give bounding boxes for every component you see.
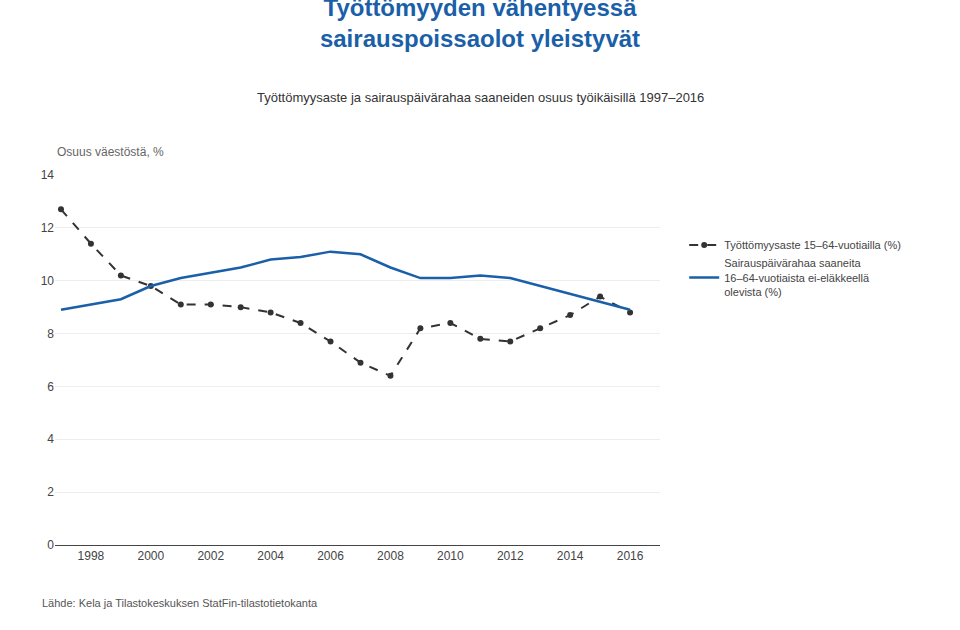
svg-text:8: 8 — [47, 327, 54, 341]
svg-text:2008: 2008 — [377, 549, 404, 563]
svg-text:2002: 2002 — [197, 549, 224, 563]
svg-text:10: 10 — [41, 274, 55, 288]
svg-text:Työttömyysaste 15–64-vuotiaill: Työttömyysaste 15–64-vuotiailla (%) — [724, 239, 901, 251]
svg-text:2016: 2016 — [617, 549, 644, 563]
svg-text:Työttömyysaste ja sairauspäivä: Työttömyysaste ja sairauspäivärahaa saan… — [257, 90, 704, 105]
svg-text:2006: 2006 — [317, 549, 344, 563]
svg-text:2014: 2014 — [557, 549, 584, 563]
svg-text:Työttömyyden vähentyessäsairau: Työttömyyden vähentyessäsairauspoissaolo… — [320, 0, 640, 52]
svg-text:12: 12 — [41, 221, 55, 235]
svg-text:2000: 2000 — [137, 549, 164, 563]
svg-text:2012: 2012 — [497, 549, 524, 563]
svg-text:2010: 2010 — [437, 549, 464, 563]
svg-text:6: 6 — [47, 380, 54, 394]
svg-text:Sairauspäivärahaa saaneita16–6: Sairauspäivärahaa saaneita16–64-vuotiais… — [724, 257, 870, 298]
svg-text:4: 4 — [47, 432, 54, 446]
svg-text:14: 14 — [41, 168, 55, 182]
svg-text:Osuus väestöstä, %: Osuus väestöstä, % — [57, 145, 164, 159]
svg-text:2: 2 — [47, 485, 54, 499]
svg-text:0: 0 — [47, 538, 54, 552]
svg-text:1998: 1998 — [78, 549, 105, 563]
svg-text:Lähde: Kela ja Tilastokeskukse: Lähde: Kela ja Tilastokeskuksen StatFin-… — [42, 597, 318, 609]
svg-text:2004: 2004 — [257, 549, 284, 563]
